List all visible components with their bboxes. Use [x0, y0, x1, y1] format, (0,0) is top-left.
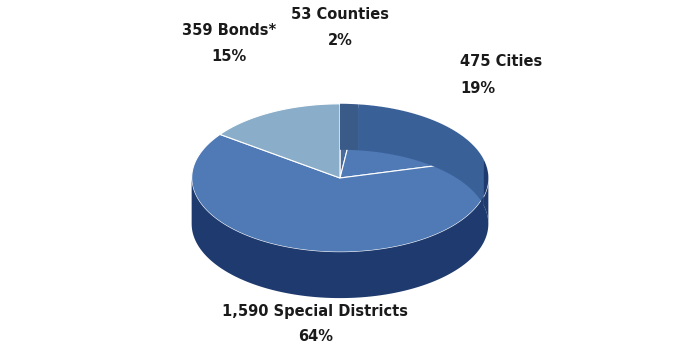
Polygon shape: [192, 135, 488, 252]
Text: 53 Counties: 53 Counties: [291, 7, 389, 22]
Text: 359 Bonds*: 359 Bonds*: [182, 22, 276, 38]
Text: 1,590 Special Districts: 1,590 Special Districts: [222, 304, 408, 319]
Polygon shape: [340, 104, 358, 150]
Text: 19%: 19%: [460, 81, 495, 96]
Text: 64%: 64%: [298, 329, 333, 344]
Polygon shape: [340, 104, 358, 178]
Polygon shape: [358, 104, 483, 205]
Polygon shape: [192, 159, 488, 298]
Polygon shape: [358, 104, 483, 205]
Polygon shape: [340, 104, 483, 178]
Polygon shape: [340, 104, 358, 150]
Polygon shape: [220, 104, 340, 178]
Polygon shape: [483, 159, 488, 224]
Text: 2%: 2%: [328, 33, 352, 48]
Text: 475 Cities: 475 Cities: [460, 54, 543, 69]
Text: 15%: 15%: [211, 49, 246, 64]
